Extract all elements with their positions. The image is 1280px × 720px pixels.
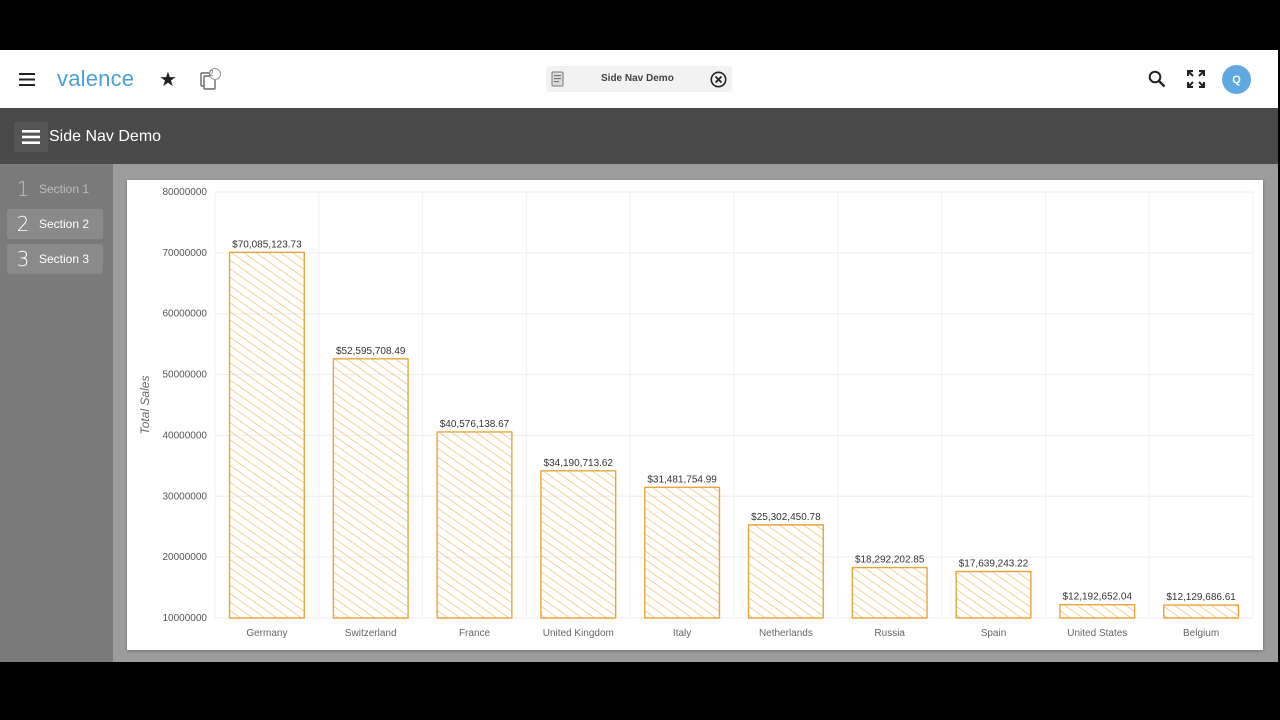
data-label: $25,302,450.78 [751, 512, 821, 523]
x-tick-label: Switzerland [345, 628, 397, 639]
data-label: $18,292,202.85 [855, 555, 925, 566]
bar-spain[interactable] [955, 570, 1032, 619]
app-header-bar: Side Nav Demo [0, 108, 1278, 164]
sidebar-item-label: Section 3 [39, 252, 90, 266]
section-number-1: 1 [16, 177, 30, 201]
sidebar-item-section-2[interactable]: 2 Section 2 [7, 209, 103, 239]
open-tab-side-nav-demo[interactable]: Side Nav Demo [546, 66, 732, 92]
x-tick-label: France [459, 628, 491, 639]
bar-switzerland[interactable] [332, 358, 409, 619]
sidebar-item-label: Section 1 [39, 182, 90, 196]
bar-germany[interactable] [228, 251, 305, 619]
y-tick-label: 10000000 [163, 613, 208, 624]
section-number-2: 2 [16, 212, 30, 236]
x-tick-label: United States [1067, 628, 1127, 639]
data-label: $52,595,708.49 [336, 346, 406, 357]
y-tick-label: 30000000 [163, 491, 208, 502]
bar-netherlands[interactable] [747, 524, 824, 619]
data-label: $12,129,686.61 [1166, 592, 1236, 603]
x-tick-label: Spain [981, 628, 1007, 639]
sidebar-item-label: Section 2 [39, 217, 90, 231]
sidebar-item-section-3[interactable]: 3 Section 3 [7, 244, 103, 274]
chart-card: 10000000 20000000 30000000 40000000 50000000… [127, 180, 1263, 650]
bar-united-states[interactable] [1059, 603, 1136, 619]
x-tick-label: Belgium [1183, 628, 1219, 639]
bar-france[interactable] [436, 431, 513, 619]
page-title: Side Nav Demo [49, 128, 162, 145]
sales-bar-chart: 10000000 20000000 30000000 40000000 50000000… [138, 187, 1254, 639]
x-tick-label: Italy [673, 628, 691, 639]
bar-belgium[interactable] [1163, 604, 1240, 619]
bar-italy[interactable] [644, 486, 721, 619]
y-tick-label: 50000000 [163, 370, 208, 381]
fullscreen-icon[interactable] [1185, 68, 1207, 90]
y-tick-label: 40000000 [163, 430, 208, 441]
x-tick-label: Germany [246, 628, 287, 639]
tab-page-icon [551, 71, 565, 92]
hamburger-menu-icon[interactable] [17, 69, 37, 89]
side-nav: 1 Section 1 2 Section 2 3 Section 3 [0, 164, 113, 662]
x-tick-label: Russia [874, 628, 905, 639]
section-number-3: 3 [16, 247, 30, 271]
data-label: $34,190,713.62 [544, 458, 614, 469]
y-axis-label: Total Sales [138, 376, 152, 435]
app-window: valence ★ 2 Side Nav Demo Q [0, 50, 1278, 662]
y-tick-label: 60000000 [163, 309, 208, 320]
sidebar-item-section-1[interactable]: 1 Section 1 [7, 174, 103, 204]
bar-russia[interactable] [851, 566, 928, 619]
y-tick-label: 70000000 [163, 248, 208, 259]
user-avatar[interactable]: Q [1222, 65, 1251, 94]
data-label: $12,192,652.04 [1063, 592, 1133, 603]
y-tick-label: 20000000 [163, 552, 208, 563]
bar-united-kingdom[interactable] [540, 470, 617, 619]
data-label: $17,639,243.22 [959, 559, 1029, 570]
x-tick-label: Netherlands [759, 628, 813, 639]
data-label: $31,481,754.99 [647, 474, 717, 485]
favorites-star-icon[interactable]: ★ [159, 68, 177, 91]
y-tick-label: 80000000 [163, 187, 208, 198]
x-tick-label: United Kingdom [543, 628, 614, 639]
top-bar: valence ★ 2 Side Nav Demo Q [0, 50, 1278, 108]
notifications-icon[interactable]: 2 [197, 67, 223, 91]
close-tab-icon[interactable] [710, 71, 727, 93]
main-content: 10000000 20000000 30000000 40000000 50000000… [113, 164, 1278, 662]
notification-count: 2 [209, 69, 214, 78]
data-label: $70,085,123.73 [232, 239, 302, 250]
search-icon[interactable] [1146, 68, 1168, 90]
tab-label: Side Nav Demo [601, 73, 674, 84]
side-nav-toggle-icon[interactable] [14, 122, 48, 152]
brand-logo: valence [57, 66, 135, 91]
data-label: $40,576,138.67 [440, 419, 510, 430]
